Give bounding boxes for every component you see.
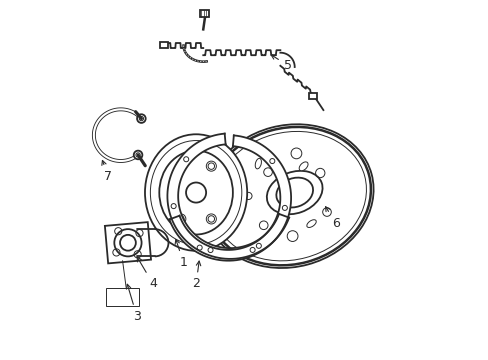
Polygon shape	[169, 135, 290, 261]
Text: 3: 3	[126, 284, 141, 323]
Ellipse shape	[204, 124, 373, 268]
Ellipse shape	[299, 162, 307, 171]
Bar	[106, 288, 139, 306]
Text: 7: 7	[102, 161, 112, 183]
Text: 5: 5	[271, 55, 291, 72]
Bar	[308, 93, 316, 99]
Circle shape	[134, 150, 142, 159]
Ellipse shape	[255, 158, 261, 169]
Ellipse shape	[144, 134, 247, 251]
Text: 6: 6	[325, 207, 339, 230]
Ellipse shape	[276, 177, 312, 207]
Polygon shape	[167, 134, 288, 259]
Bar	[199, 10, 208, 17]
Circle shape	[120, 235, 136, 251]
Polygon shape	[104, 222, 151, 264]
Ellipse shape	[159, 150, 232, 234]
Text: 1: 1	[175, 239, 187, 269]
Circle shape	[114, 229, 142, 256]
Ellipse shape	[266, 171, 322, 214]
Bar	[160, 42, 168, 48]
Ellipse shape	[306, 220, 316, 228]
Circle shape	[137, 114, 145, 123]
Text: 4: 4	[137, 257, 157, 291]
Text: 2: 2	[192, 261, 201, 291]
